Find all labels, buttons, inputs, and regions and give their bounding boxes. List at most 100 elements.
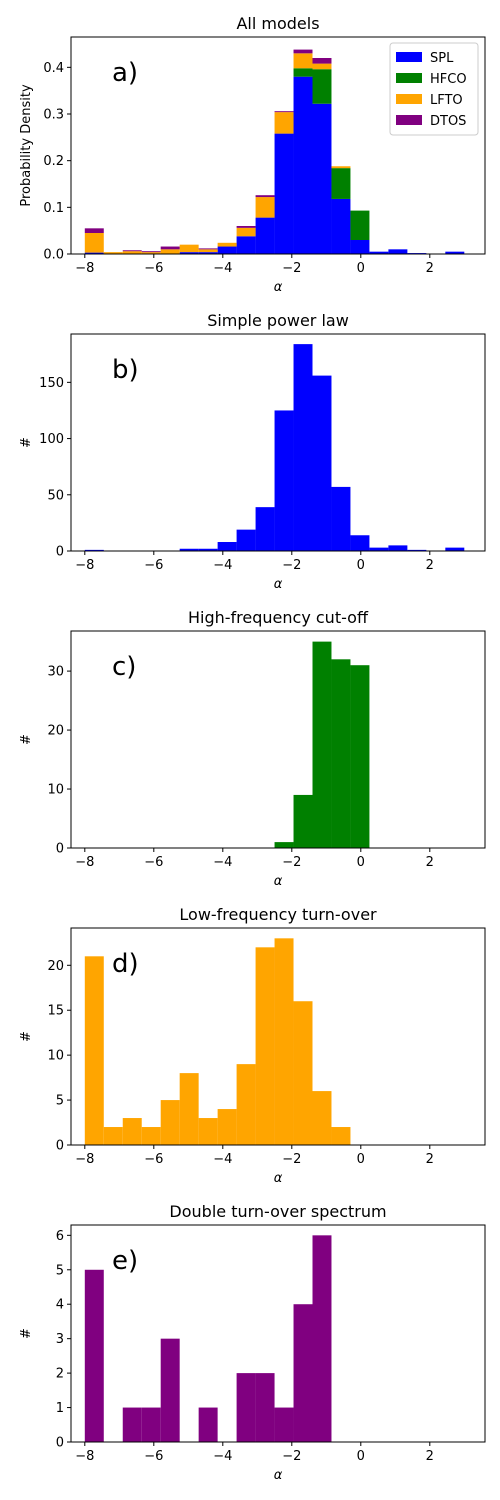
bar-spl-bin-6: [179, 252, 199, 254]
x-tick-label: −4: [213, 1449, 232, 1464]
bar-lfto-bin-8: [217, 1109, 237, 1145]
x-tick-label: 2: [426, 558, 434, 573]
bar-dtos-bin-13: [312, 58, 332, 64]
bar-hfco-bin-13: [312, 641, 332, 848]
y-tick-label: 1: [56, 1401, 64, 1416]
y-axis-label: #: [19, 437, 34, 448]
panel-label: e): [112, 1246, 138, 1276]
bar-spl-bin-11: [274, 410, 294, 551]
bar-spl-bin-9: [236, 529, 256, 551]
x-tick-label: 2: [426, 261, 434, 276]
bar-spl-bin-13: [312, 103, 332, 254]
y-tick-label: 0: [56, 545, 64, 560]
y-tick-label: 0.0: [43, 248, 64, 263]
bar-dtos-bin-11: [274, 1407, 294, 1442]
x-tick-label: −2: [282, 261, 301, 276]
chart-title: Simple power law: [207, 311, 349, 330]
bar-lfto-bin-5: [160, 249, 180, 254]
legend-label-dtos: DTOS: [430, 114, 466, 129]
chart-title: Low-frequency turn-over: [179, 905, 377, 924]
bar-hfco-bin-11: [274, 842, 294, 848]
x-tick-label: 2: [426, 1152, 434, 1167]
y-tick-label: 20: [47, 959, 64, 974]
x-tick-label: −2: [282, 855, 301, 870]
bar-spl-bin-15: [350, 535, 370, 551]
bar-lfto-bin-5: [160, 1100, 180, 1145]
bar-lfto-bin-9: [236, 227, 256, 237]
y-tick-label: 6: [56, 1229, 64, 1244]
bar-hfco-bin-15: [350, 210, 370, 240]
y-axis-label: Probability Density: [19, 84, 34, 207]
x-tick-label: −6: [144, 855, 163, 870]
legend-label-hfco: HFCO: [430, 72, 467, 87]
y-tick-label: 0.1: [43, 201, 64, 216]
bar-lfto-bin-12: [293, 1001, 313, 1145]
y-tick-label: 5: [56, 1263, 64, 1278]
bar-spl-bin-9: [236, 236, 256, 254]
legend-swatch-spl: [396, 52, 422, 62]
bar-lfto-bin-13: [312, 1091, 332, 1145]
plot-frame: [70, 1224, 486, 1443]
y-tick-label: 0: [56, 1139, 64, 1154]
bar-spl-bin-7: [198, 252, 218, 254]
bar-lfto-bin-4: [141, 252, 161, 254]
bar-spl-bin-13: [312, 375, 332, 551]
bar-dtos-bin-13: [312, 1235, 332, 1442]
bar-hfco-bin-13: [312, 69, 332, 104]
x-tick-label: 2: [426, 1449, 434, 1464]
bar-spl-bin-8: [217, 542, 237, 551]
chart-title: All models: [236, 14, 319, 33]
bar-spl-bin-16: [369, 547, 389, 551]
bar-spl-bin-15: [350, 240, 370, 254]
bar-spl-bin-14: [331, 486, 351, 551]
legend-swatch-lfto: [396, 94, 422, 104]
chart-panel-4: Low-frequency turn-over−8 −6 −4 −2 0 20510152…: [19, 905, 486, 1186]
legend-label-lfto: LFTO: [430, 93, 463, 108]
bar-spl-bin-1: [84, 252, 104, 254]
x-tick-label: −8: [75, 855, 94, 870]
chart-panel-5: Double turn-over spectrum −8 −6 −4 −2 0 2 0 1 2 3 4…: [19, 1202, 486, 1483]
bar-dtos-bin-10: [255, 1373, 275, 1442]
bar-lfto-bin-7: [198, 1118, 218, 1145]
legend-box: [389, 42, 479, 136]
x-tick-label: −8: [75, 558, 94, 573]
bar-lfto-bin-11: [274, 112, 294, 134]
x-tick-label: −4: [213, 261, 232, 276]
x-tick-label: −2: [282, 1152, 301, 1167]
bar-lfto-bin-6: [179, 244, 199, 253]
bar-dtos-bin-7: [198, 248, 218, 250]
bar-spl-bin-20: [445, 251, 465, 254]
y-tick-label: 100: [39, 432, 64, 447]
x-tick-label: −8: [75, 1152, 94, 1167]
y-tick-label: 15: [47, 1004, 64, 1019]
x-tick-label: −4: [213, 558, 232, 573]
bar-lfto-bin-3: [122, 1118, 142, 1145]
x-tick-label: 2: [426, 855, 434, 870]
bar-lfto-bin-2: [103, 1127, 123, 1145]
bar-dtos-bin-5: [160, 246, 180, 250]
bar-dtos-bin-9: [236, 226, 256, 228]
bar-spl-bin-20: [445, 547, 465, 551]
y-tick-label: 5: [56, 1094, 64, 1109]
bar-hfco-bin-14: [331, 168, 351, 199]
panel-label: c): [112, 652, 136, 682]
y-tick-label: 0.4: [43, 61, 64, 76]
chart-title: High-frequency cut-off: [188, 608, 369, 627]
bar-lfto-bin-13: [312, 63, 332, 70]
x-axis-label: α: [274, 1171, 283, 1186]
y-tick-label: 0.2: [43, 154, 64, 169]
x-axis-label: α: [274, 577, 283, 592]
x-tick-label: 0: [357, 1152, 365, 1167]
bar-dtos-bin-3: [122, 250, 142, 252]
x-axis-label: α: [274, 1468, 283, 1483]
legend-swatch-dtos: [396, 115, 422, 125]
y-tick-label: 30: [47, 665, 64, 680]
legend: SPL HFCO LFTO DTOS: [389, 42, 479, 136]
bar-lfto-bin-2: [103, 252, 123, 254]
bar-dtos-bin-4: [141, 1407, 161, 1442]
bar-spl-bin-17: [388, 545, 408, 551]
x-tick-label: −4: [213, 1152, 232, 1167]
y-axis-label: #: [19, 734, 34, 745]
plot-frame: [70, 630, 486, 849]
